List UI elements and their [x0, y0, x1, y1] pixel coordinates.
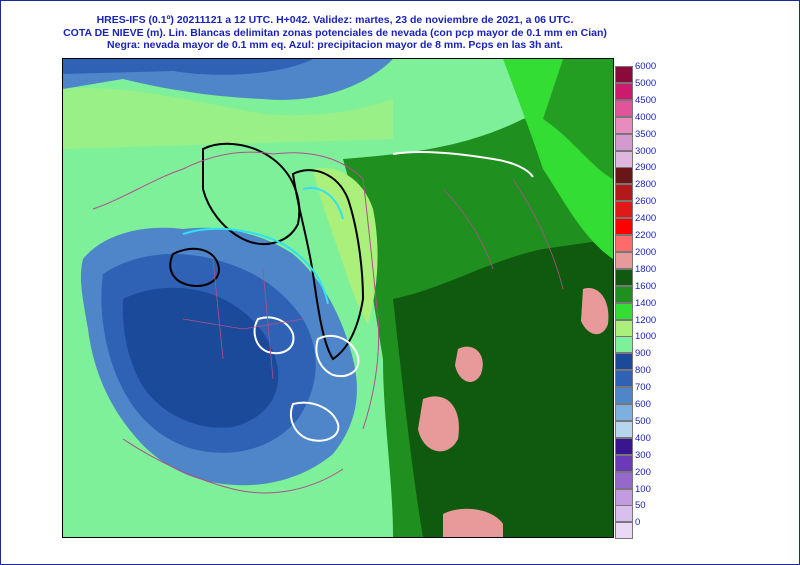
border-line-3: [122, 438, 344, 494]
eastern-dark-green-zone: [393, 239, 613, 537]
white-contour-3: [289, 401, 340, 442]
legend-swatch: [615, 319, 633, 337]
legend-swatch: [615, 251, 633, 269]
legend-swatch: [615, 387, 633, 405]
legend-label: 200: [635, 466, 651, 478]
legend-swatch: [615, 471, 633, 489]
map-title: HRES-IFS (0.1º) 20211121 a 12 UTC. H+042…: [0, 14, 670, 52]
white-contour-4: [392, 150, 534, 178]
legend-label: 2200: [635, 230, 657, 241]
legend-label: 100: [635, 483, 651, 495]
legend-label: 5000: [635, 77, 657, 89]
legend-label: 1600: [635, 280, 657, 292]
legend-swatch: [615, 218, 633, 236]
legend-label: 900: [635, 348, 651, 360]
legend-swatch: [615, 420, 633, 438]
legend-label: 2000: [635, 246, 657, 258]
snowfall-contour-2: [291, 169, 365, 361]
legend-swatch: [615, 99, 633, 117]
legend-label: 50: [635, 500, 646, 512]
title-line-3: Negra: nevada mayor de 0.1 mm eq. Azul: …: [107, 39, 563, 51]
legend-label: 6000: [635, 61, 657, 72]
white-contour-2: [315, 334, 360, 377]
legend-swatch: [615, 285, 633, 303]
cyan-contour-2: [302, 187, 344, 220]
title-line-2: COTA DE NIEVE (m). Lin. Blancas delimita…: [63, 26, 607, 39]
legend-label: 600: [635, 399, 651, 410]
legend-label: 3000: [635, 145, 657, 157]
snowfall-contour-3: [169, 247, 220, 287]
legend-label: 2800: [635, 179, 657, 191]
legend-swatch: [615, 370, 633, 388]
legend-swatch: [615, 150, 633, 168]
white-contour-1: [253, 316, 295, 354]
light-green-zone: [63, 88, 393, 149]
legend-swatch: [615, 66, 633, 83]
legend-swatch: [615, 336, 633, 354]
iberia-core-zone: [122, 287, 279, 428]
pink-patch-4: [443, 508, 503, 537]
legend-label: 4000: [635, 111, 657, 123]
legend-swatch: [615, 505, 633, 523]
legend-swatch: [615, 353, 633, 371]
legend-label: 0: [635, 517, 641, 529]
legend-swatch: [615, 522, 633, 540]
legend-swatch: [615, 454, 633, 472]
title-line-1: HRES-IFS (0.1º) 20211121 a 12 UTC. H+042…: [96, 14, 574, 26]
legend-label: 1000: [635, 331, 657, 343]
legend-label: 1400: [635, 297, 657, 309]
legend-swatch: [615, 488, 633, 506]
legend-label: 2900: [635, 162, 657, 174]
legend-label: 400: [635, 432, 651, 444]
legend-swatch: [615, 302, 633, 320]
snowfall-contour-1: [202, 142, 301, 245]
legend-swatch: [615, 167, 633, 185]
legend-swatch: [615, 235, 633, 252]
legend-swatch: [615, 116, 633, 134]
legend-label: 700: [635, 382, 651, 394]
map-canvas: [63, 59, 613, 537]
legend-swatch: [615, 201, 633, 219]
legend-label: 1800: [635, 263, 657, 275]
legend-swatch: [615, 404, 633, 421]
legend-swatch: [615, 133, 633, 151]
legend-label: 1200: [635, 314, 657, 326]
legend-swatch: [615, 184, 633, 202]
legend-label: 300: [635, 449, 651, 461]
border-line-2: [362, 178, 380, 430]
pink-patch-2: [455, 346, 483, 382]
cyan-contour-1: [182, 227, 329, 305]
legend-swatch: [615, 82, 633, 100]
pink-patch-3: [418, 396, 459, 452]
legend-label: 500: [635, 415, 651, 427]
legend-label: 2600: [635, 196, 657, 208]
atlantic-band-dark: [63, 59, 313, 75]
legend-label: 4500: [635, 94, 657, 106]
legend-label: 800: [635, 365, 651, 377]
coastal-band: [313, 168, 378, 324]
legend-swatch: [615, 268, 633, 286]
east-borders: [442, 178, 564, 290]
region-borders: [182, 258, 304, 380]
legend-label: 2400: [635, 213, 657, 225]
pink-patch-1: [581, 288, 609, 335]
northeast-green: [543, 59, 613, 179]
snow-level-map: [62, 58, 614, 538]
legend-label: 3500: [635, 128, 657, 140]
border-line-1: [92, 151, 364, 210]
legend-swatch: [615, 437, 633, 455]
